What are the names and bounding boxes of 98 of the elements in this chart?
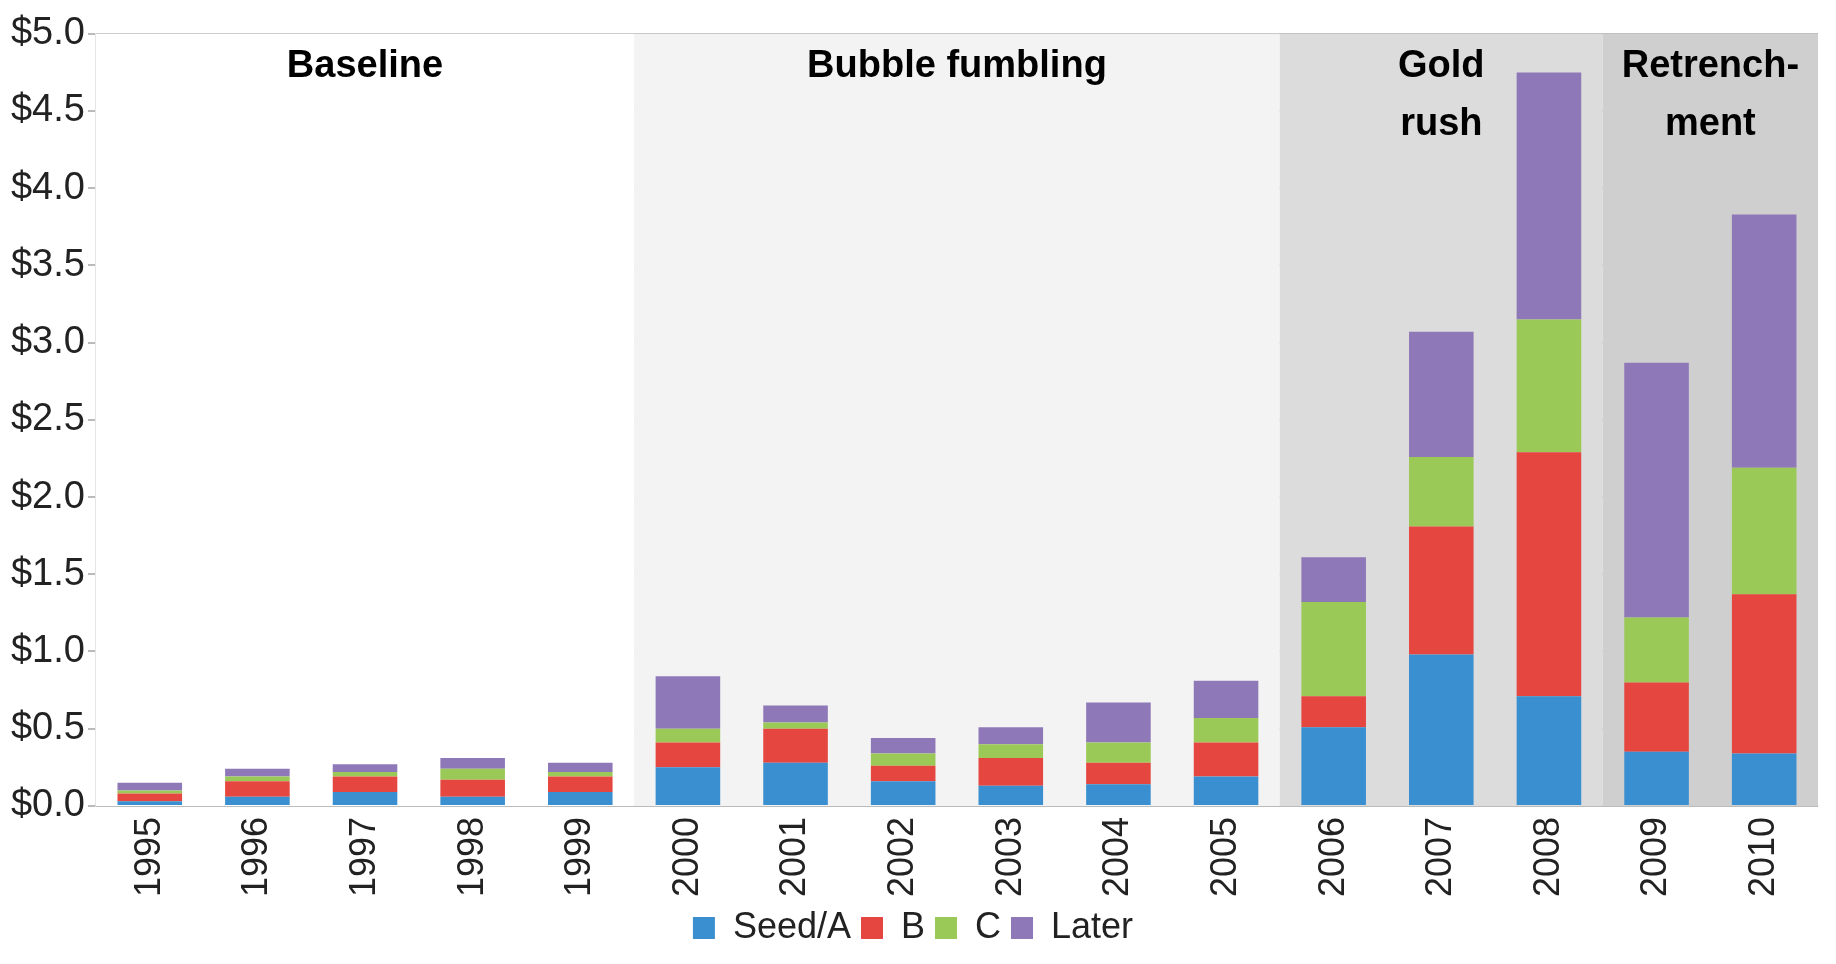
bar [117,790,183,794]
bar [1301,696,1366,728]
bar [1731,753,1797,805]
bar [870,737,936,754]
legend-label: Seed/A [732,904,852,946]
bar [440,758,505,769]
y-tick-label: $0.0 [10,782,85,825]
y-tick-label: $0.5 [10,705,85,748]
bar [1409,456,1474,527]
bar [1409,654,1474,805]
y-tick-label: $1.5 [10,550,85,593]
bar [1086,784,1151,805]
bar [225,781,290,797]
bar [440,796,505,805]
bar [655,767,721,805]
x-tick-label: 2003 [987,816,1029,898]
x-tick-label: 2006 [1310,816,1352,898]
y-tick-label: $3.0 [10,319,85,362]
x-tick-label: 2001 [772,816,814,898]
x-tick-label: 2009 [1633,816,1675,898]
bar [1731,467,1797,595]
bar [1516,696,1582,805]
bar [978,727,1044,745]
bar [763,762,828,805]
band-label: Baseline [286,43,444,86]
bar [1731,594,1797,754]
bar [117,793,183,802]
bar [1301,727,1366,805]
bar [1516,452,1582,697]
bar [763,722,828,729]
bar [978,785,1044,805]
bar [1086,702,1151,743]
bar [1731,214,1797,468]
x-tick-label: 1997 [341,816,383,898]
bar [978,744,1044,759]
bar [1086,742,1151,763]
bar [655,742,721,768]
bar [1193,717,1259,743]
x-tick-label: 2007 [1418,816,1460,898]
bar [117,782,183,791]
bar [655,676,721,729]
bar [870,781,936,805]
bar [1193,776,1259,805]
band-label: Gold rush [1398,43,1485,144]
y-tick-label: $2.0 [10,473,85,516]
x-tick-label: 2004 [1095,816,1137,898]
bar [548,762,613,772]
bar [870,765,936,782]
x-tick-label: 1996 [234,816,276,898]
bar [548,792,613,805]
bar [1516,319,1582,453]
y-tick-label: $1.0 [10,627,85,670]
y-tick-label: $4.5 [10,87,85,130]
bar [440,768,505,780]
bar [1624,362,1689,618]
y-tick-label: $4.0 [10,164,85,207]
x-tick-label: 1998 [449,816,491,898]
bar [225,768,290,777]
bar [440,779,505,797]
bar [870,753,936,766]
x-tick-label: 2000 [664,816,706,898]
legend-label: C [975,904,1002,946]
bar [332,771,398,777]
bar [1409,526,1474,655]
x-tick-label: 1999 [557,816,599,898]
bar [1193,680,1259,718]
bar [1624,682,1689,752]
x-tick-label: 2002 [880,816,922,898]
y-tick-label: $3.5 [10,241,85,284]
bar [117,801,183,805]
x-tick-label: 1995 [126,816,168,898]
x-tick-label: 2005 [1202,816,1244,898]
bar [1301,557,1366,603]
bar [332,776,398,793]
x-tick-label: 2008 [1525,816,1567,898]
bar [763,728,828,763]
bar [548,776,613,793]
x-tick-label: 2010 [1741,816,1783,898]
band-label: Bubble fumbling [807,43,1107,86]
legend-label: B [901,904,926,946]
bar [978,758,1044,786]
bar [1624,617,1689,683]
bar [1301,602,1366,697]
bar [1086,762,1151,785]
bar [225,796,290,805]
bar [763,705,828,723]
bar [1516,72,1582,320]
y-tick-label: $2.5 [10,396,85,439]
bar [332,792,398,805]
legend-label: Later [1051,904,1134,946]
bar [548,771,613,777]
band-label: Retrench- ment [1621,43,1800,144]
bar [655,728,721,743]
bar [1193,742,1259,777]
bar [1409,331,1474,457]
y-tick-label: $5.0 [10,10,85,53]
bar [332,764,398,772]
bar [1624,751,1689,805]
